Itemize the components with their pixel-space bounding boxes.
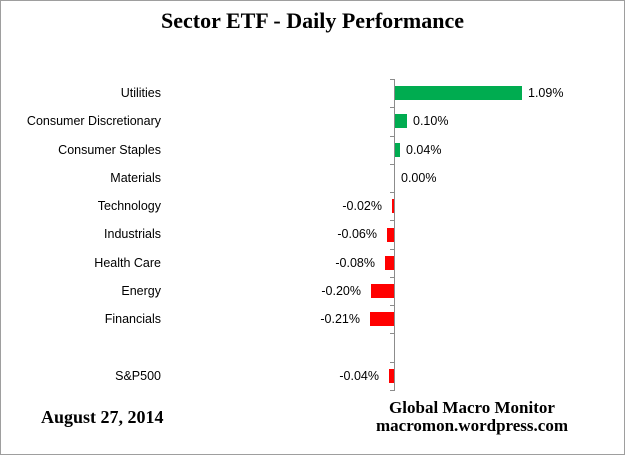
category-label: Materials <box>110 170 161 185</box>
axis-tick <box>390 333 395 335</box>
category-label: Industrials <box>104 227 161 242</box>
footer-source-line2: macromon.wordpress.com <box>375 416 568 435</box>
axis-tick <box>390 79 395 80</box>
value-label: -0.06% <box>337 227 377 242</box>
bar-positive <box>395 114 407 129</box>
value-label: -0.20% <box>321 283 361 298</box>
footer-date: August 27, 2014 <box>41 407 164 427</box>
bar-negative <box>385 255 394 270</box>
category-label: Technology <box>97 199 161 214</box>
bar-negative <box>371 284 394 299</box>
value-label: -0.21% <box>320 312 360 327</box>
axis-tick <box>390 107 395 109</box>
value-label: -0.02% <box>342 199 382 214</box>
bar-positive <box>395 142 400 157</box>
category-axis-line <box>394 79 395 390</box>
value-label: -0.08% <box>335 255 375 270</box>
category-label: S&P500 <box>115 368 161 383</box>
category-label: Energy <box>121 283 161 298</box>
bar-negative <box>387 227 394 242</box>
value-label: 0.10% <box>413 114 449 129</box>
value-label: 1.09% <box>528 86 564 100</box>
bar-negative <box>389 368 394 383</box>
category-label: Consumer Discretionary <box>26 114 161 129</box>
value-label: -0.04% <box>339 368 379 383</box>
chart-title: Sector ETF - Daily Performance <box>160 8 464 33</box>
category-label: Utilities <box>120 86 161 100</box>
axis-tick <box>390 276 395 278</box>
bar-negative <box>370 312 394 327</box>
axis-tick <box>390 192 395 194</box>
value-label: 0.04% <box>406 142 442 157</box>
axis-tick <box>390 305 395 307</box>
value-label: 0.00% <box>401 170 437 185</box>
footer-source-line1: Global Macro Monitor <box>389 398 555 417</box>
axis-tick <box>390 248 395 250</box>
axis-tick <box>390 220 395 222</box>
axis-tick <box>390 163 395 165</box>
bar-positive <box>395 86 522 101</box>
axis-tick <box>390 390 395 391</box>
category-label: Consumer Staples <box>58 142 161 157</box>
bar-negative <box>392 199 394 214</box>
footer-source: Global Macro Monitor macromon.wordpress.… <box>376 399 568 435</box>
axis-tick <box>390 135 395 137</box>
category-label: Financials <box>104 312 161 327</box>
axis-tick <box>390 361 395 363</box>
category-label: Health Care <box>94 255 161 270</box>
